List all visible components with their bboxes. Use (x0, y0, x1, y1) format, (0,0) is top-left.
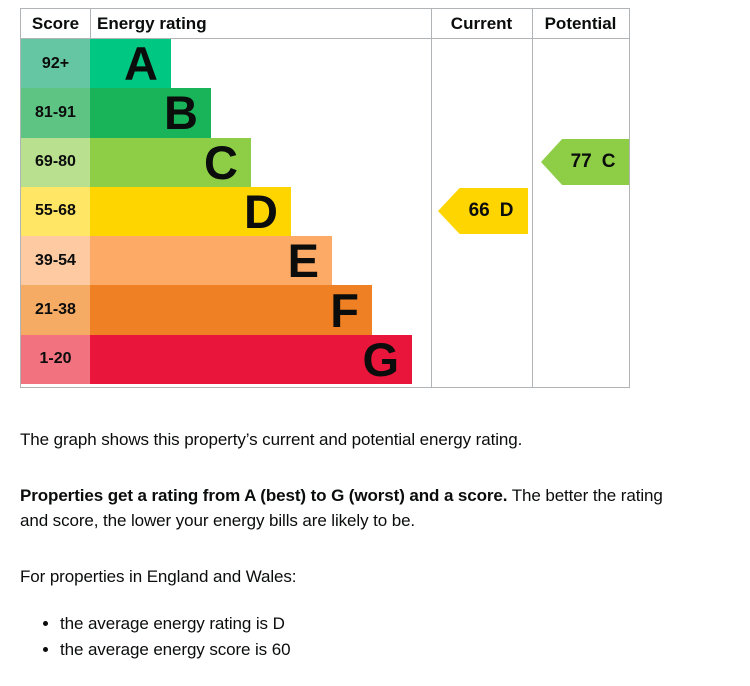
rating-bar-a: A (90, 39, 171, 89)
header-energy-rating: Energy rating (97, 14, 207, 33)
rating-bar-b: B (90, 88, 211, 138)
rating-bar-f: F (90, 285, 372, 335)
header-score: Score (31, 14, 80, 33)
divider-score-column (90, 9, 91, 39)
header-current: Current (450, 14, 513, 33)
rating-bar-g: G (90, 334, 412, 384)
current-rating-arrow: 66 D (438, 188, 528, 234)
score-range-e: 39-54 (21, 236, 90, 286)
score-range-g: 1-20 (21, 334, 90, 384)
list-item-average-rating: the average energy rating is D (60, 611, 720, 637)
header-potential: Potential (544, 14, 617, 33)
potential-score: 77 (570, 151, 592, 172)
graph-description: The graph shows this property’s current … (20, 430, 523, 449)
potential-band: C (601, 151, 616, 172)
rating-explanation: Properties get a rating from A (best) to… (20, 483, 682, 533)
rating-bar-c: C (90, 137, 251, 187)
score-range-a: 92+ (21, 39, 90, 89)
band-row-f: 21-38 F (21, 285, 629, 335)
chart-header-row: Score Energy rating Current Potential (21, 9, 629, 39)
band-row-d: 55-68 D (21, 186, 629, 237)
list-item-average-score: the average energy score is 60 (60, 637, 720, 663)
current-score: 66 (468, 200, 490, 221)
divider-current-column (431, 9, 432, 387)
band-row-c: 69-80 C (21, 137, 629, 187)
potential-rating-arrow: 77 C (541, 139, 629, 185)
band-rows: 92+ A 81-91 B 69-80 C 55-68 D 39-54 E 21-38 F 1-20 G (21, 39, 629, 384)
epc-rating-chart: Score Energy rating Current Potential 92… (20, 8, 630, 388)
score-range-b: 81-91 (21, 88, 90, 138)
band-row-e: 39-54 E (21, 236, 629, 286)
rating-explanation-rest: The better the rating and score, the low… (20, 486, 663, 530)
current-band: D (499, 200, 514, 221)
rating-bar-e: E (90, 236, 332, 286)
score-range-d: 55-68 (21, 186, 90, 237)
band-row-b: 81-91 B (21, 88, 629, 138)
region-heading: For properties in England and Wales: (20, 567, 297, 586)
average-facts-list: the average energy rating is D the avera… (20, 611, 720, 663)
divider-potential-column (532, 9, 533, 387)
band-row-g: 1-20 G (21, 334, 629, 384)
rating-explanation-bold: Properties get a rating from A (best) to… (20, 486, 508, 505)
rating-bar-d: D (90, 186, 291, 237)
score-range-c: 69-80 (21, 137, 90, 187)
score-range-f: 21-38 (21, 285, 90, 335)
band-row-a: 92+ A (21, 39, 629, 89)
explanatory-text: The graph shows this property’s current … (20, 427, 720, 663)
